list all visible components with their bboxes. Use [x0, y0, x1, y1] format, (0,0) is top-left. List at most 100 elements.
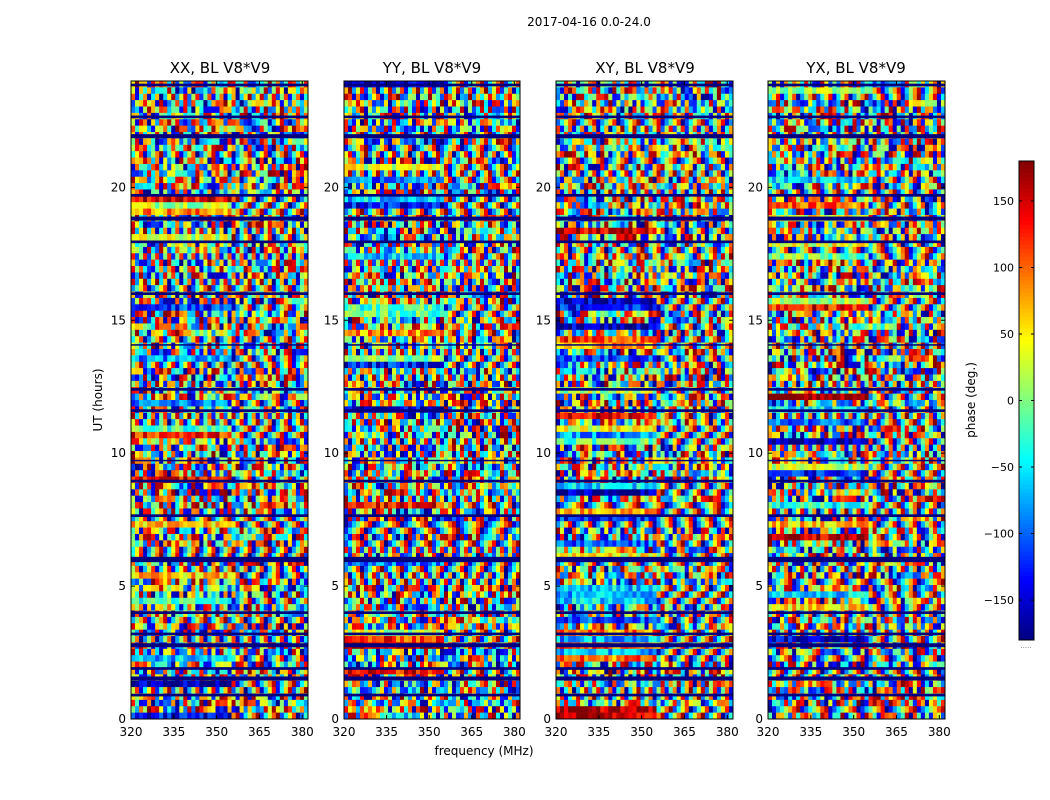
heatmap-cell	[195, 329, 200, 337]
heatmap-cell	[187, 348, 192, 356]
heatmap-cell	[175, 253, 180, 260]
heatmap-cell	[259, 163, 265, 171]
heatmap-cell	[267, 502, 273, 509]
heatmap-cell	[159, 348, 164, 356]
heatmap-cell	[267, 444, 273, 452]
heatmap-cell	[267, 706, 273, 713]
heatmap-cell	[299, 553, 305, 560]
heatmap-cell	[199, 144, 204, 152]
heatmap-cell	[139, 202, 144, 209]
heatmap-cell	[223, 470, 228, 477]
heatmap-cell	[271, 687, 277, 694]
heatmap-cell	[143, 616, 148, 624]
heatmap-cell	[275, 565, 281, 573]
heatmap-cell	[199, 138, 204, 146]
heatmap-cell	[171, 374, 176, 382]
heatmap-cell	[151, 100, 156, 107]
heatmap-cell	[135, 336, 140, 343]
heatmap-cell	[488, 125, 493, 133]
heatmap-cell	[231, 348, 236, 356]
heatmap-cell	[147, 699, 152, 707]
heatmap-cell	[227, 495, 232, 503]
heatmap-cell	[275, 323, 281, 331]
heatmap-cell	[207, 636, 212, 643]
heatmap-cell	[243, 591, 248, 599]
heatmap-cell	[251, 521, 256, 528]
heatmap-cell	[243, 667, 248, 675]
heatmap-cell	[171, 546, 176, 554]
heatmap-cell	[251, 463, 256, 471]
heatmap-cell	[259, 400, 265, 407]
heatmap-cell	[255, 240, 261, 248]
heatmap-cell	[131, 106, 136, 114]
heatmap-cell	[135, 470, 140, 477]
heatmap-cell	[356, 119, 361, 126]
heatmap-cell	[163, 144, 168, 152]
heatmap-cell	[243, 553, 248, 560]
heatmap-cell	[287, 489, 293, 496]
heatmap-cell	[219, 323, 224, 331]
heatmap-cell	[303, 170, 309, 177]
heatmap-cell	[139, 176, 144, 184]
heatmap-cell	[247, 189, 252, 197]
heatmap-cell	[352, 125, 357, 133]
heatmap-cell	[155, 266, 160, 273]
heatmap-cell	[219, 317, 224, 324]
heatmap-cell	[291, 463, 297, 471]
heatmap-cell	[223, 412, 228, 420]
heatmap-cell	[167, 221, 172, 229]
heatmap-cell	[235, 144, 240, 152]
heatmap-cell	[303, 680, 309, 688]
heatmap-cell	[215, 189, 220, 197]
heatmap-cell	[215, 412, 220, 420]
heatmap-cell	[291, 176, 297, 184]
heatmap-cell	[151, 400, 156, 407]
heatmap-cell	[175, 572, 180, 579]
heatmap-cell	[151, 304, 156, 311]
heatmap-cell	[163, 514, 168, 522]
heatmap-cell	[223, 253, 228, 260]
heatmap-cell	[416, 93, 421, 101]
heatmap-cell	[247, 527, 252, 535]
heatmap-cell	[283, 87, 289, 95]
heatmap-cell	[155, 285, 160, 292]
heatmap-cell	[303, 604, 309, 611]
heatmap-cell	[219, 648, 224, 656]
heatmap-cell	[183, 355, 188, 363]
heatmap-cell	[303, 221, 309, 229]
heatmap-cell	[275, 240, 281, 248]
heatmap-cell	[263, 470, 269, 477]
heatmap-cell	[267, 540, 273, 548]
heatmap-cell	[191, 680, 196, 688]
heatmap-cell	[183, 323, 188, 331]
heatmap-cell	[283, 706, 289, 713]
heatmap-cell	[287, 699, 293, 707]
heatmap-cell	[219, 87, 224, 95]
heatmap-cell	[199, 234, 204, 241]
heatmap-cell	[139, 87, 144, 95]
heatmap-cell	[255, 336, 261, 343]
heatmap-cell	[259, 687, 265, 694]
heatmap-cell	[452, 144, 457, 152]
heatmap-cell	[219, 208, 224, 216]
heatmap-cell	[291, 502, 297, 509]
heatmap-cell	[291, 310, 297, 318]
heatmap-cell	[267, 317, 273, 324]
heatmap-cell	[243, 297, 248, 305]
heatmap-cell	[287, 208, 293, 216]
heatmap-cell	[179, 604, 184, 611]
heatmap-cell	[135, 521, 140, 528]
heatmap-cell	[516, 93, 521, 101]
heatmap-cell	[199, 585, 204, 592]
heatmap-cell	[239, 521, 244, 528]
heatmap-cell	[167, 234, 172, 241]
heatmap-cell	[171, 221, 176, 229]
heatmap-cell	[243, 636, 248, 643]
heatmap-cell	[464, 100, 469, 107]
heatmap-cell	[251, 533, 256, 541]
heatmap-cell	[207, 680, 212, 688]
heatmap-cell	[275, 163, 281, 171]
heatmap-cell	[183, 699, 188, 707]
heatmap-cell	[207, 259, 212, 267]
heatmap-cell	[295, 680, 301, 688]
